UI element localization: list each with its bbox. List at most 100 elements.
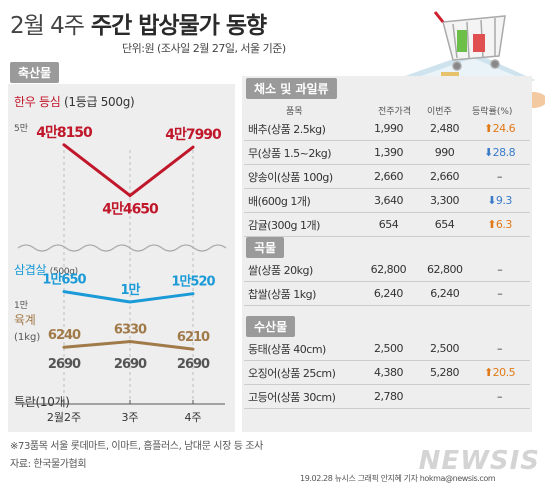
- section-grain: 곡물: [246, 237, 285, 258]
- item-name: 동태(상품 40cm): [248, 342, 326, 356]
- data-label-3-0: 2690: [48, 357, 81, 372]
- item-name: 감귤(300g 1개): [248, 218, 320, 232]
- arrow-up-icon: ⬆: [487, 218, 496, 231]
- livestock-panel: [8, 84, 235, 432]
- change-rate: ⬆6.3: [487, 218, 512, 231]
- series-unit-chicken: (1kg): [14, 332, 41, 343]
- title-main: 주간 밥상물가 동향: [90, 13, 267, 39]
- series-line-1: [62, 290, 195, 304]
- prev-price: 1,390: [373, 146, 403, 159]
- table-row: 쌀(상품 20kg) 62,800 62,800 –: [244, 258, 530, 282]
- change-rate: ⬇9.3: [487, 194, 512, 207]
- axis-mark-mid: 1만: [14, 301, 29, 311]
- data-label-1-0: 1만650: [42, 272, 86, 288]
- livestock-chart: 2월2주 3주 4주 4만8150 4만4650 4만7990 1만650 1만 1만520 62…: [17, 125, 227, 424]
- change-rate: –: [497, 390, 503, 403]
- series-label-chicken: 육계: [14, 313, 36, 327]
- table-row: 배추(상품 2.5kg) 1,990 2,480 ⬆24.6: [244, 117, 530, 141]
- data-label-3-1: 2690: [114, 357, 147, 372]
- data-label-3-2: 2690: [177, 357, 210, 372]
- axis-break: [17, 244, 227, 252]
- item-name: 배추(상품 2.5kg): [248, 122, 326, 136]
- item-name: 찹쌀(상품 1kg): [248, 287, 316, 301]
- change-rate: –: [497, 263, 503, 276]
- data-label-2-1: 6330: [114, 323, 147, 338]
- item-name: 배(600g 1개): [248, 194, 311, 208]
- item-name: 오징어(상품 25cm): [248, 366, 336, 380]
- table-row: 오징어(상품 25cm) 4,380 5,280 ⬆20.5: [244, 361, 530, 385]
- change-rate: ⬆24.6: [483, 122, 516, 135]
- title-week: 2월 4주: [10, 13, 85, 39]
- prev-price: 2,500: [374, 342, 404, 355]
- curr-price: 654: [434, 218, 455, 231]
- curr-price: [420, 385, 469, 409]
- section-veg: 채소 및 과일류: [246, 78, 337, 99]
- curr-price: 2,660: [429, 170, 460, 183]
- credit-line: 19.02.28 뉴시스 그래픽 안지혜 기자 hokma@newsis.com: [300, 474, 496, 483]
- change-rate: ⬆20.5: [483, 366, 516, 379]
- price-table-panel: [242, 76, 532, 432]
- curr-price: 3,300: [429, 194, 460, 207]
- x-tick-label-0: 2월2주: [47, 411, 81, 424]
- data-label-2-0: 6240: [48, 328, 81, 343]
- prev-price: 62,800: [370, 263, 407, 276]
- prev-price: 2,780: [374, 390, 404, 403]
- curr-price: 5,280: [430, 366, 460, 379]
- prev-price: 4,380: [374, 366, 404, 379]
- item-name: 고등어(상품 30cm): [248, 390, 336, 404]
- prev-price: 1,990: [373, 122, 403, 135]
- prev-price: 2,660: [373, 170, 403, 183]
- table-row: 감귤(300g 1개) 654 654 ⬆6.3: [244, 213, 530, 237]
- curr-price: 2,480: [429, 122, 460, 135]
- series-line-0: [62, 143, 195, 198]
- table-row: 양송이(상품 100g) 2,660 2,660 –: [244, 165, 530, 189]
- page-title: 2월 4주 주간 밥상물가 동향: [10, 6, 267, 40]
- item-name: 양송이(상품 100g): [248, 170, 333, 184]
- prev-price: 6,240: [373, 287, 404, 300]
- x-tick-label-2: 4주: [184, 411, 201, 424]
- newsis-logo: NEWSIS: [418, 446, 540, 476]
- table-row: 동태(상품 40cm) 2,500 2,500 –: [244, 337, 530, 361]
- arrow-down-icon: ⬇: [483, 146, 493, 159]
- series-line-2: [62, 340, 195, 351]
- table-row: 찹쌀(상품 1kg) 6,240 6,240 –: [244, 282, 530, 306]
- header-prev: 전주가격: [378, 107, 412, 117]
- curr-price: 6,240: [430, 287, 460, 300]
- change-rate: –: [497, 170, 503, 183]
- data-label-1-2: 1만520: [171, 274, 215, 290]
- prev-price: 654: [378, 218, 399, 231]
- grain-table: 쌀(상품 20kg) 62,800 62,800 – 찹쌀(상품 1kg) 6,240 6,…: [244, 258, 530, 306]
- curr-price: 990: [434, 146, 455, 159]
- section-seafood: 수산물: [246, 316, 296, 337]
- prev-price: 3,640: [373, 194, 403, 207]
- veg-table: 배추(상품 2.5kg) 1,990 2,480 ⬆24.6 무(상품 1.5~2kg)…: [244, 117, 530, 237]
- change-rate: –: [497, 342, 503, 355]
- seafood-table: 동태(상품 40cm) 2,500 2,500 – 오징어(상품 25cm) 4,380 5…: [244, 337, 530, 409]
- item-name: 쌀(상품 20kg): [248, 263, 313, 277]
- data-label-2-2: 6210: [177, 330, 210, 345]
- arrow-up-icon: ⬆: [483, 122, 493, 135]
- change-rate: ⬇28.8: [483, 146, 516, 159]
- curr-price: 2,500: [430, 342, 460, 355]
- arrow-down-icon: ⬇: [487, 194, 496, 207]
- table-row: 배(600g 1개) 3,640 3,300 ⬇9.3: [244, 189, 530, 213]
- arrow-up-icon: ⬆: [483, 366, 493, 379]
- series-label-hanwoo: 한우 등심 (1등급 500g): [14, 95, 135, 109]
- survey-note: ※73품목 서울 롯데마트, 이마트, 홈플러스, 남대문 시장 등 조사: [10, 441, 263, 452]
- data-label-0-1: 4만4650: [102, 202, 159, 218]
- bottle-icon: [457, 30, 467, 52]
- unit-note: 단위:원 (조사일 2월 27일, 서울 기준): [122, 42, 286, 55]
- series-label-egg: 특란(10개): [14, 395, 70, 409]
- data-label-0-0: 4만8150: [36, 125, 93, 141]
- axis-mark-top: 5만: [14, 124, 29, 134]
- data-label-0-2: 4만7990: [165, 127, 222, 143]
- header-curr: 이번주: [427, 107, 452, 117]
- header-change: 등락률(%): [472, 107, 513, 117]
- curr-price: 62,800: [427, 263, 463, 276]
- header-item: 품목: [286, 107, 303, 117]
- section-livestock: 축산물: [10, 62, 60, 83]
- table-row: 고등어(상품 30cm) 2,780 –: [244, 385, 530, 409]
- x-tick-label-1: 3주: [121, 411, 138, 424]
- source-note: 자료: 한국물가협회: [10, 459, 87, 470]
- data-label-1-1: 1만: [120, 282, 140, 298]
